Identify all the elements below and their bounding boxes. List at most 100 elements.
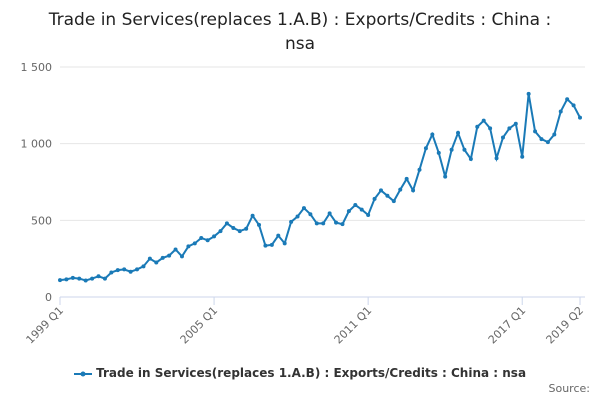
data-point [237, 229, 242, 234]
y-tick-label: 1 500 [21, 61, 53, 74]
data-point [404, 176, 409, 181]
legend-label: Trade in Services(replaces 1.A.B) : Expo… [96, 366, 527, 380]
data-point [417, 167, 422, 172]
data-point [513, 121, 518, 126]
data-point [321, 221, 326, 226]
data-point [276, 233, 281, 238]
data-point [224, 221, 229, 226]
data-point [102, 276, 107, 281]
data-point [263, 243, 268, 248]
data-point [186, 244, 191, 249]
data-point [398, 187, 403, 192]
data-point [77, 276, 82, 281]
data-point [500, 135, 505, 140]
data-point [443, 174, 448, 179]
data-point [257, 222, 262, 227]
data-point [173, 247, 178, 252]
data-point [192, 241, 197, 246]
data-point [282, 241, 287, 246]
legend-marker [73, 371, 92, 376]
x-tick-label: 2005 Q1 [178, 304, 221, 347]
data-point [366, 212, 371, 217]
data-point [411, 188, 416, 193]
data-point [295, 214, 300, 219]
data-point [301, 206, 306, 211]
data-point [353, 203, 358, 207]
data-point [205, 238, 210, 243]
data-point [269, 242, 274, 247]
data-point [334, 220, 339, 225]
data-point [122, 267, 127, 272]
data-point [179, 254, 184, 259]
data-point [449, 147, 454, 152]
data-point [346, 209, 351, 214]
data-point [90, 276, 95, 281]
data-point [378, 188, 383, 193]
data-point [128, 269, 133, 274]
data-point [520, 154, 525, 159]
data-point [430, 132, 435, 137]
data-point [571, 103, 576, 108]
source: Source: [548, 382, 591, 395]
data-point [423, 146, 428, 151]
data-point [436, 150, 441, 155]
data-point [231, 226, 236, 230]
data-point [327, 211, 332, 216]
x-tick-label: 2011 Q1 [332, 304, 375, 347]
data-point [250, 213, 255, 218]
data-point [539, 137, 544, 142]
data-point [565, 97, 570, 102]
data-point [359, 207, 364, 212]
data-point [481, 118, 486, 123]
data-point [558, 109, 563, 114]
y-tick-label: 1 000 [21, 138, 53, 151]
data-point [385, 193, 390, 198]
legend: Trade in Services(replaces 1.A.B) : Expo… [0, 366, 600, 380]
data-point [199, 235, 204, 240]
data-point [70, 275, 75, 280]
data-point [96, 274, 101, 279]
data-point [58, 278, 62, 283]
data-point [488, 126, 493, 131]
legend-dot [80, 371, 86, 376]
data-point [456, 130, 461, 135]
data-point [552, 132, 557, 137]
data-point [147, 256, 152, 261]
data-point [372, 196, 377, 201]
data-point [507, 126, 512, 131]
data-point [83, 278, 88, 283]
data-point [578, 115, 582, 120]
data-point [494, 156, 499, 161]
data-point [64, 277, 69, 282]
x-tick-label: 1999 Q1 [24, 304, 67, 347]
series-line [59, 93, 581, 282]
data-point [475, 124, 480, 129]
y-tick-label: 0 [45, 291, 52, 304]
data-point [167, 253, 172, 258]
data-point [289, 219, 294, 224]
data-point [314, 221, 319, 226]
data-point [160, 255, 165, 260]
data-point [109, 270, 114, 275]
data-point [340, 222, 345, 227]
data-point [212, 234, 217, 239]
x-tick-label: 2017 Q1 [486, 304, 529, 347]
data-point [154, 260, 159, 265]
data-point [526, 91, 531, 96]
data-point [533, 129, 538, 134]
data-point [115, 268, 120, 273]
data-point [468, 157, 473, 161]
data-point [135, 267, 140, 272]
data-point [545, 140, 550, 145]
data-point [141, 264, 146, 269]
data-point [391, 199, 396, 204]
x-tick-label: 2019 Q2 [544, 304, 587, 347]
chart-title: Trade in Services(replaces 1.A.B) : Expo… [48, 10, 552, 54]
data-point [308, 212, 313, 217]
data-point [462, 147, 467, 152]
data-point [244, 226, 249, 231]
data-point [218, 229, 223, 234]
y-tick-label: 500 [31, 214, 52, 227]
